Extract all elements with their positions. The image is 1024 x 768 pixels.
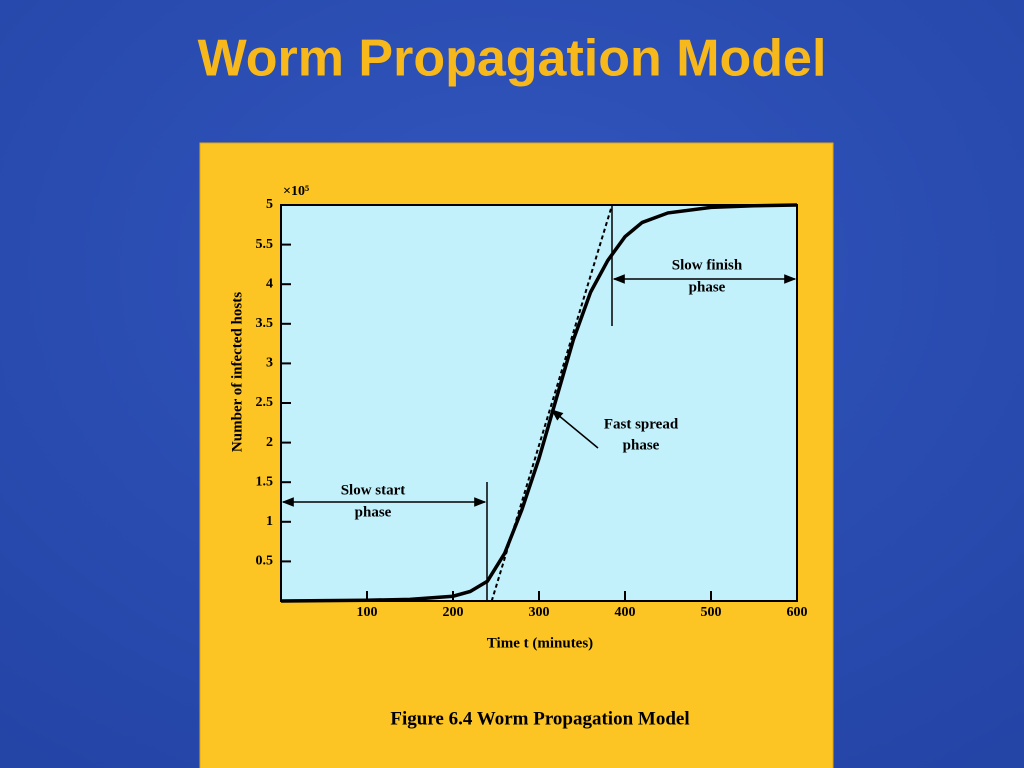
slide-title: Worm Propagation Model	[198, 30, 827, 88]
y-tick-label: 5	[266, 197, 273, 212]
annotation-text: phase	[689, 279, 726, 295]
x-tick-label: 300	[529, 605, 550, 620]
x-tick-label: 100	[357, 605, 378, 620]
y-axis-label: Number of infected hosts	[229, 292, 245, 452]
y-tick-label: 5.5	[256, 237, 274, 252]
y-tick-label: 1.5	[256, 474, 274, 489]
plot: 0.5 1 1.5 2 2.5 3 3.5 4 5.5 5 100 200 300 400 500 600 Sl…	[256, 197, 808, 620]
annotation-text: Slow finish	[672, 257, 743, 273]
curve	[280, 203, 798, 603]
y-tick-label: 2.5	[256, 395, 274, 410]
annotation-text: Slow start	[341, 482, 406, 498]
annotation-text: phase	[355, 504, 392, 520]
y-multiplier: ×10⁵	[283, 184, 309, 199]
y-tick-label: 2	[266, 435, 273, 450]
x-tick-label: 500	[701, 605, 722, 620]
x-tick-label: 200	[443, 605, 464, 620]
annotation-text: Fast spread	[604, 416, 679, 432]
annotation-arrow	[551, 409, 599, 449]
annotation-text: phase	[623, 437, 660, 453]
y-tick-label: 3.5	[256, 316, 274, 331]
y-tick-label: 0.5	[256, 554, 274, 569]
figure-caption: Figure 6.4 Worm Propagation Model	[390, 708, 689, 729]
x-tick-label: 600	[787, 605, 808, 620]
x-axis-label: Time t (minutes)	[487, 635, 593, 651]
y-tick-label: 3	[266, 356, 273, 371]
x-tick-label: 400	[615, 605, 636, 620]
tangent-line	[490, 204, 614, 602]
y-tick-label: 4	[266, 276, 273, 291]
y-tick-label: 1	[266, 514, 273, 529]
